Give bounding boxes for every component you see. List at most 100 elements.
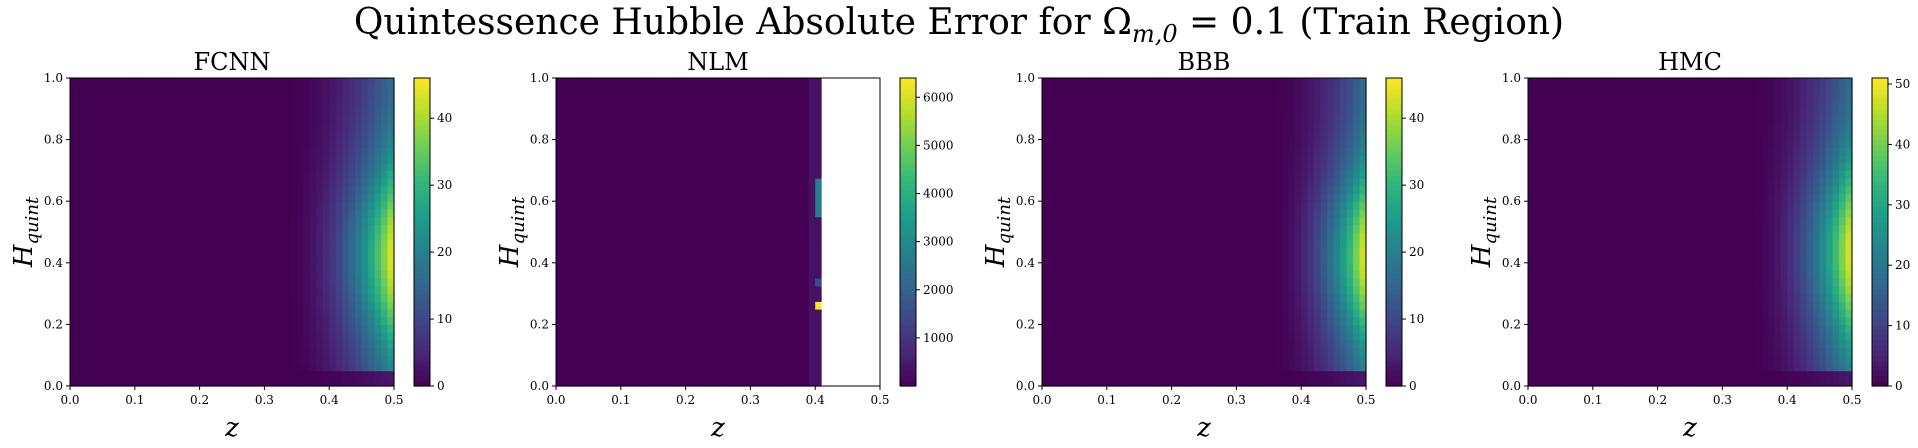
heatmap-cell — [1061, 347, 1069, 356]
heatmap-cell — [154, 285, 162, 295]
colorbar-segment — [414, 293, 430, 300]
heatmap-cell — [374, 216, 382, 225]
colorbar-segment — [900, 288, 916, 295]
heatmap-cell — [568, 155, 577, 164]
heatmap-cell — [173, 178, 181, 187]
heatmap-cell — [70, 147, 78, 156]
heatmap-cell — [264, 178, 272, 187]
heatmap-cell — [303, 85, 311, 94]
heatmap-cell — [1080, 255, 1088, 264]
heatmap-cell — [730, 162, 739, 171]
heatmap-cell — [782, 139, 790, 148]
heatmap-cell — [348, 339, 356, 349]
heatmap-cell — [1087, 278, 1095, 287]
heatmap-cell — [244, 139, 253, 148]
heatmap-cell — [141, 147, 149, 156]
heatmap-cell — [108, 170, 116, 179]
heatmap-cell — [154, 355, 162, 364]
heatmap-cell — [238, 293, 246, 302]
heatmap-cell — [95, 324, 103, 333]
heatmap-cell — [257, 216, 265, 225]
heatmap-cell — [115, 270, 123, 279]
heatmap-cell — [795, 147, 803, 156]
heatmap-cell — [309, 285, 317, 295]
heatmap-cell — [374, 285, 382, 295]
colorbar-segment — [900, 216, 916, 223]
heatmap-cell — [147, 370, 155, 379]
heatmap-cell — [1048, 193, 1056, 202]
heatmap-cell — [588, 347, 596, 356]
heatmap-cell — [782, 347, 790, 356]
colorbar-segment — [414, 257, 430, 264]
heatmap-cell — [620, 285, 628, 295]
heatmap-cell — [329, 201, 337, 210]
heatmap-cell — [348, 285, 356, 295]
heatmap-cell — [303, 355, 311, 364]
heatmap-cell — [1061, 155, 1069, 164]
heatmap-cell — [698, 316, 706, 325]
heatmap-cell — [1061, 370, 1069, 379]
heatmap-cell — [867, 316, 875, 325]
heatmap-cell — [76, 170, 84, 179]
heatmap-cell — [147, 193, 155, 202]
heatmap-cell — [692, 201, 700, 210]
heatmap-cell — [633, 355, 641, 364]
heatmap-cell — [1119, 262, 1127, 272]
heatmap-cell — [854, 247, 862, 256]
heatmap-cell — [666, 224, 674, 233]
heatmap-cell — [750, 309, 758, 318]
heatmap-cell — [251, 193, 259, 202]
heatmap-cell — [556, 139, 564, 148]
heatmap-cell — [672, 285, 680, 295]
heatmap-cell — [808, 324, 816, 333]
heatmap-cell — [1093, 155, 1101, 164]
heatmap-cell — [1139, 309, 1147, 318]
heatmap-cell — [212, 232, 220, 241]
heatmap-cell — [834, 208, 842, 218]
colorbar-segment — [900, 329, 916, 336]
heatmap-cell — [355, 332, 363, 341]
heatmap-cell — [562, 347, 570, 356]
heatmap-cell — [89, 301, 97, 310]
heatmap-cell — [750, 85, 758, 94]
heatmap-cell — [361, 78, 369, 87]
heatmap-cell — [374, 193, 382, 202]
heatmap-cell — [270, 239, 278, 248]
heatmap-cell — [225, 162, 233, 171]
heatmap-cell — [199, 339, 207, 349]
heatmap-cell — [1061, 147, 1069, 156]
heatmap-cell — [238, 332, 246, 341]
heatmap-cell — [782, 370, 790, 379]
heatmap-cell — [730, 78, 739, 87]
heatmap-cell — [193, 332, 201, 341]
heatmap-cell — [348, 139, 356, 148]
y-tick-label: 0.8 — [44, 133, 63, 147]
heatmap-cell — [789, 278, 797, 287]
heatmap-cell — [309, 139, 317, 148]
heatmap-cell — [270, 370, 278, 379]
heatmap-cell — [303, 131, 311, 141]
heatmap-cell — [841, 216, 849, 225]
heatmap-cell — [1106, 178, 1114, 187]
heatmap-cell — [134, 178, 142, 187]
heatmap-cell — [342, 239, 350, 248]
heatmap-cell — [186, 178, 194, 187]
heatmap-cell — [594, 201, 602, 210]
heatmap-cell — [329, 116, 337, 125]
heatmap-cell — [808, 131, 816, 141]
heatmap-cell — [355, 224, 363, 233]
heatmap-cell — [1074, 270, 1082, 279]
heatmap-cell — [89, 124, 97, 133]
heatmap-cell — [808, 370, 816, 379]
colorbar-segment — [414, 124, 430, 130]
heatmap-cell — [193, 162, 201, 171]
heatmap-cell — [737, 139, 745, 148]
heatmap-cell — [212, 278, 220, 287]
heatmap-cell — [89, 162, 97, 171]
heatmap-cell — [1080, 309, 1088, 318]
heatmap-cell — [724, 93, 732, 102]
heatmap-cell — [711, 216, 719, 225]
heatmap-cell — [685, 255, 693, 264]
heatmap-cell — [601, 139, 609, 148]
heatmap-cell — [711, 293, 719, 302]
